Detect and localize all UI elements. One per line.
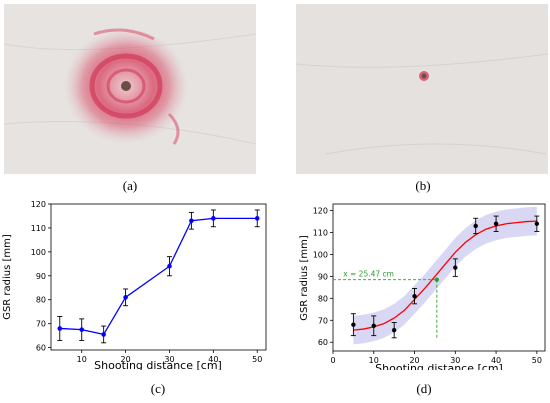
- data-point: [79, 327, 85, 332]
- x-tick-label: 10: [369, 356, 379, 365]
- y-tick-label: 90: [318, 272, 328, 281]
- y-tick-label: 60: [318, 338, 328, 347]
- y-axis-label: GSR radius [mm]: [2, 234, 13, 320]
- series-line: [59, 217, 258, 336]
- y-tick-label: 100: [31, 248, 46, 257]
- x-tick-label: 20: [409, 356, 419, 365]
- x-tick-label: 50: [532, 356, 542, 365]
- x-tick-label: 40: [491, 356, 501, 365]
- y-tick-label: 90: [36, 272, 46, 281]
- bullet-hole: [121, 81, 131, 91]
- data-point: [211, 216, 216, 221]
- data-point: [493, 221, 499, 226]
- bullet-hole: [421, 73, 427, 79]
- data-point: [412, 293, 417, 299]
- chart-c: 10 20 30 40 50 60 70 80 90 100 110 120 Shooting dis…: [2, 200, 267, 370]
- caption-a: (a): [122, 178, 138, 193]
- data-point: [101, 332, 106, 337]
- x-axis-label: Shooting distance [cm]: [375, 362, 503, 370]
- y-tick-label: 110: [31, 224, 46, 233]
- annotation-label: x = 25.47 cm: [343, 270, 394, 279]
- data-point: [453, 265, 458, 270]
- x-axis-label: Shooting distance [cm]: [94, 359, 222, 370]
- photo-b: [295, 4, 549, 174]
- y-tick-label: 120: [31, 200, 46, 209]
- x-tick-label: 30: [450, 356, 460, 365]
- confidence-band: [353, 206, 537, 345]
- photo-a-image: [3, 4, 257, 174]
- caption-d: (d): [416, 381, 432, 396]
- photo-a: [3, 4, 257, 174]
- y-axis-label: GSR radius [mm]: [299, 235, 310, 321]
- x-tick-label: 50: [252, 355, 262, 364]
- data-point: [254, 216, 260, 221]
- y-tick-label: 80: [36, 296, 46, 305]
- data-point: [391, 327, 397, 333]
- plot-frame: [332, 203, 546, 352]
- y-tick-label: 120: [313, 207, 328, 216]
- x-tick-label: 40: [208, 355, 218, 364]
- y-tick-label: 80: [318, 294, 328, 303]
- data-point: [167, 263, 172, 269]
- caption-b: (b): [415, 178, 431, 193]
- photo-b-image: [295, 4, 549, 174]
- data-point: [57, 326, 63, 331]
- y-tick-label: 70: [36, 320, 46, 329]
- data-point: [473, 223, 478, 229]
- caption-c: (c): [150, 381, 166, 396]
- data-point: [123, 295, 128, 300]
- data-point: [371, 323, 376, 328]
- y-tick-label: 100: [313, 250, 328, 259]
- data-point: [351, 322, 356, 327]
- data-point: [189, 218, 194, 224]
- plot-frame: [50, 203, 267, 351]
- data-point: [534, 221, 540, 226]
- x-tick-label: 30: [164, 355, 174, 364]
- x-tick-label: 20: [120, 355, 130, 364]
- fit-curve: [353, 220, 537, 331]
- y-tick-label: 60: [36, 344, 46, 353]
- y-tick-label: 110: [313, 229, 328, 238]
- chart-d: 0 10 20 30 40 50 60 70 80 90 100 110 120 x = 25.47 c…: [299, 203, 546, 370]
- x-tick-label: 0: [330, 356, 335, 365]
- x-tick-label: 10: [77, 355, 87, 364]
- y-tick-label: 70: [318, 316, 328, 325]
- intersection-point: [434, 277, 440, 282]
